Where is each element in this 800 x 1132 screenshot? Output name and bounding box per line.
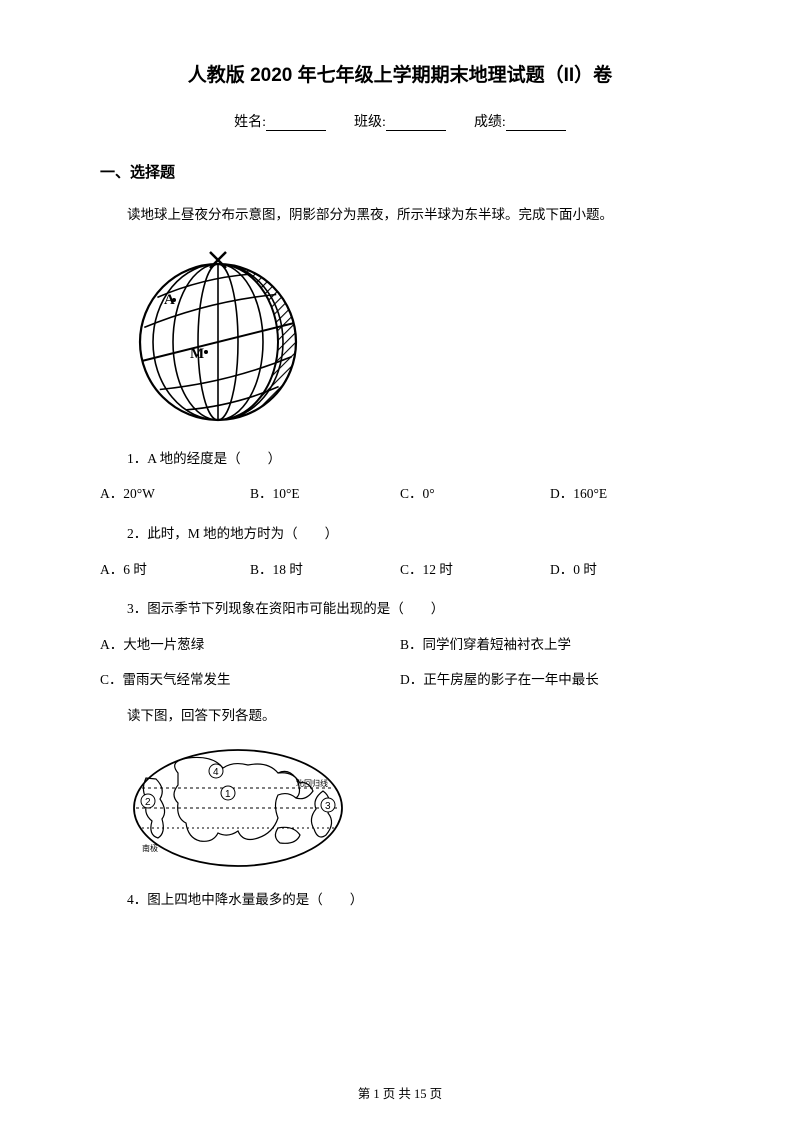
score-label: 成绩: xyxy=(474,111,506,131)
q3-option-b[interactable]: B．同学们穿着短袖衬衣上学 xyxy=(400,632,700,658)
class-label: 班级: xyxy=(354,111,386,131)
q1-option-d[interactable]: D．160°E xyxy=(550,481,700,507)
fig2-label-1: 1 xyxy=(225,789,231,800)
fig2-label-2: 2 xyxy=(145,797,151,808)
q1-option-c[interactable]: C．0° xyxy=(400,481,550,507)
q2-option-c[interactable]: C．12 时 xyxy=(400,557,550,583)
figure-1-globe: A M xyxy=(128,242,700,432)
section-heading-1: 一、选择题 xyxy=(100,161,700,182)
q1-stem: 1．A 地的经度是（ ） xyxy=(100,446,700,472)
name-blank[interactable] xyxy=(266,115,326,131)
fig2-bottom-label: 南极 xyxy=(142,843,158,853)
q1-options: A．20°W B．10°E C．0° D．160°E xyxy=(100,481,700,507)
q2-options: A．6 时 B．18 时 C．12 时 D．0 时 xyxy=(100,557,700,583)
q4-stem: 4．图上四地中降水量最多的是（ ） xyxy=(100,887,700,913)
q3-options-row2: C．雷雨天气经常发生 D．正午房屋的影子在一年中最长 xyxy=(100,667,700,693)
q2-option-a[interactable]: A．6 时 xyxy=(100,557,250,583)
q3-stem: 3．图示季节下列现象在资阳市可能出现的是（ ） xyxy=(100,596,700,622)
fig2-label-3: 3 xyxy=(325,801,331,812)
figure-2-worldmap: 1 2 3 4 北回归线 南极 xyxy=(128,743,700,873)
score-blank[interactable] xyxy=(506,115,566,131)
q2-option-d[interactable]: D．0 时 xyxy=(550,557,700,583)
q3-options-row1: A．大地一片葱绿 B．同学们穿着短袖衬衣上学 xyxy=(100,632,700,658)
name-label: 姓名: xyxy=(234,111,266,131)
q3-option-a[interactable]: A．大地一片葱绿 xyxy=(100,632,400,658)
intro-paragraph-2: 读下图，回答下列各题。 xyxy=(100,703,700,729)
class-blank[interactable] xyxy=(386,115,446,131)
fig2-tropic-label: 北回归线 xyxy=(296,778,328,788)
q3-option-d[interactable]: D．正午房屋的影子在一年中最长 xyxy=(400,667,700,693)
q2-stem: 2．此时，M 地的地方时为（ ） xyxy=(100,521,700,547)
fig1-label-m: M xyxy=(190,346,204,362)
q1-option-a[interactable]: A．20°W xyxy=(100,481,250,507)
q2-option-b[interactable]: B．18 时 xyxy=(250,557,400,583)
page-footer: 第 1 页 共 15 页 xyxy=(0,1083,800,1102)
student-info-line: 姓名: 班级: 成绩: xyxy=(100,111,700,131)
fig2-label-4: 4 xyxy=(213,767,219,778)
q1-option-b[interactable]: B．10°E xyxy=(250,481,400,507)
q3-option-c[interactable]: C．雷雨天气经常发生 xyxy=(100,667,400,693)
intro-paragraph-1: 读地球上昼夜分布示意图，阴影部分为黑夜，所示半球为东半球。完成下面小题。 xyxy=(100,202,700,228)
page-title: 人教版 2020 年七年级上学期期末地理试题（II）卷 xyxy=(100,60,700,87)
